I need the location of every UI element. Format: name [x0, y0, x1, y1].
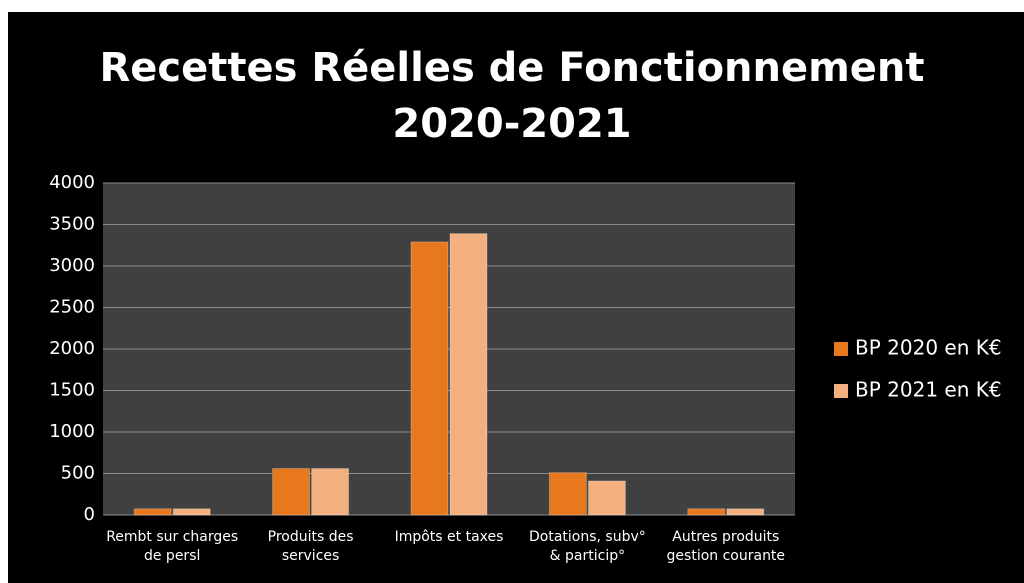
y-tick-label: 500: [61, 463, 95, 484]
bar: [172, 508, 211, 516]
bar: [587, 480, 626, 516]
bar: [449, 233, 488, 516]
bar: [687, 508, 726, 516]
x-tick-label: Autres produits gestion courante: [666, 529, 786, 564]
x-tick-label: Rembt sur charges de persl: [106, 529, 239, 564]
legend-label: BP 2020 en K€: [855, 336, 1002, 360]
bar: [726, 508, 765, 516]
y-tick-label: 1000: [49, 421, 95, 442]
chart-title: 2020-2021: [392, 101, 631, 147]
x-tick-label: Dotations, subv° & particip°: [529, 529, 646, 564]
bar: [133, 508, 172, 516]
bar: [548, 472, 587, 516]
bar: [311, 468, 350, 516]
legend-swatch: [834, 384, 848, 398]
y-tick-label: 3000: [49, 255, 95, 276]
x-tick-label: Impôts et taxes: [394, 529, 504, 545]
legend-swatch: [834, 342, 848, 356]
bar: [410, 241, 449, 516]
y-tick-label: 2500: [49, 297, 95, 318]
y-tick-label: 0: [84, 504, 95, 525]
x-tick-label: Produits des services: [267, 529, 354, 564]
y-tick-label: 3500: [49, 214, 95, 235]
y-tick-label: 2000: [49, 338, 95, 359]
bar: [272, 468, 311, 516]
chart-title: Recettes Réelles de Fonctionnement: [99, 45, 924, 91]
y-tick-label: 4000: [49, 172, 95, 193]
y-tick-label: 1500: [49, 380, 95, 401]
legend-label: BP 2021 en K€: [855, 378, 1002, 402]
